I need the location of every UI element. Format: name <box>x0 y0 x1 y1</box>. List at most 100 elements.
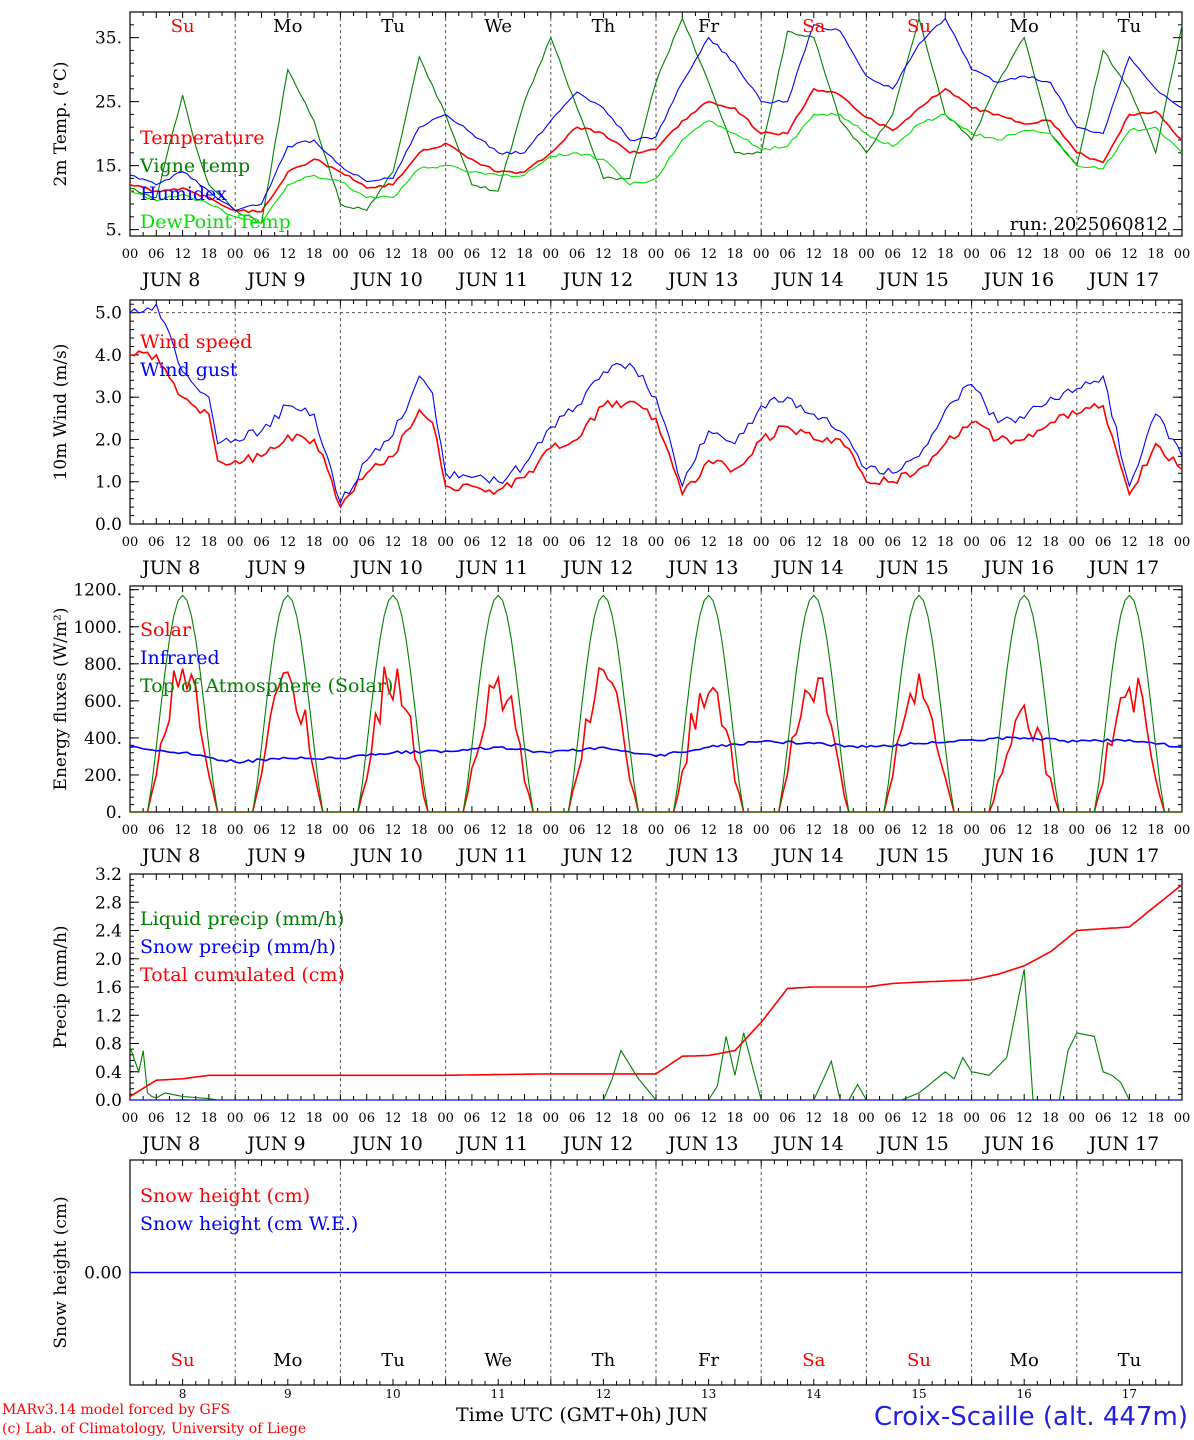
hour-label: 00 <box>963 535 980 550</box>
legend-entry: Snow precip (mm/h) <box>140 936 336 958</box>
hour-label: 00 <box>1174 535 1191 550</box>
hour-label: 00 <box>227 535 244 550</box>
hour-label: 06 <box>779 535 796 550</box>
legend-entry: Infrared <box>140 647 220 669</box>
day-number-label: 9 <box>284 1387 292 1401</box>
hour-label: 06 <box>569 1111 586 1126</box>
hour-label: 12 <box>280 535 297 550</box>
weekday-label: Tu <box>381 16 405 37</box>
hour-label: 18 <box>937 247 954 262</box>
date-label: JUN 12 <box>561 269 633 291</box>
hour-label: 18 <box>1042 823 1059 838</box>
y-tick-label: 1.2 <box>95 1006 122 1026</box>
date-label: JUN 8 <box>140 845 200 867</box>
date-label: JUN 9 <box>245 1133 305 1155</box>
weekday-label: Su <box>907 1350 931 1371</box>
hour-label: 00 <box>122 535 139 550</box>
hour-label: 18 <box>621 1111 638 1126</box>
hour-label: 06 <box>464 1111 481 1126</box>
hour-label: 18 <box>411 823 428 838</box>
panel-energy: 0. 200. 400. 600. 800. 1000. 1200.Energy fluxe… <box>51 581 1190 867</box>
y-tick-label: 0. <box>106 803 122 823</box>
legend-entry: Snow height (cm) <box>140 1185 310 1207</box>
weekday-label: Fr <box>698 1350 719 1371</box>
hour-label: 18 <box>306 823 323 838</box>
hour-label: 06 <box>148 1111 165 1126</box>
date-label: JUN 16 <box>982 557 1054 579</box>
date-label: JUN 14 <box>771 1133 843 1155</box>
hour-label: 12 <box>1016 535 1033 550</box>
hour-label: 06 <box>253 535 270 550</box>
day-number-label: 15 <box>911 1387 926 1401</box>
legend-entry: Vigne temp <box>139 155 250 177</box>
hour-label: 00 <box>543 247 560 262</box>
hour-label: 18 <box>201 247 218 262</box>
y-axis-label: Energy fluxes (W/m²) <box>51 608 71 791</box>
hour-label: 18 <box>727 247 744 262</box>
hour-label: 12 <box>700 535 717 550</box>
hour-label: 06 <box>674 247 691 262</box>
y-axis-label: Precip (mm/h) <box>51 925 71 1048</box>
hour-label: 12 <box>595 535 612 550</box>
series-line-energy-2 <box>130 594 1182 813</box>
hour-label: 00 <box>437 1111 454 1126</box>
date-label: JUN 12 <box>561 557 633 579</box>
date-label: JUN 15 <box>876 1133 948 1155</box>
run-label: run: 2025060812 <box>1010 214 1168 235</box>
hour-label: 06 <box>253 1111 270 1126</box>
hour-label: 18 <box>1147 247 1164 262</box>
date-label: JUN 13 <box>666 845 738 867</box>
hour-label: 06 <box>358 535 375 550</box>
hour-label: 12 <box>490 535 507 550</box>
hour-label: 12 <box>700 247 717 262</box>
hour-label: 00 <box>753 535 770 550</box>
y-tick-label: 1000. <box>73 618 122 638</box>
hour-label: 00 <box>858 823 875 838</box>
date-label: JUN 9 <box>245 269 305 291</box>
hour-label: 06 <box>464 247 481 262</box>
y-tick-label: 0.4 <box>95 1063 122 1083</box>
hour-label: 18 <box>411 1111 428 1126</box>
weekday-label: Tu <box>1118 1350 1142 1371</box>
hour-label: 06 <box>779 823 796 838</box>
hour-label: 00 <box>1069 535 1086 550</box>
hour-label: 12 <box>595 823 612 838</box>
hour-label: 12 <box>280 247 297 262</box>
hour-label: 12 <box>595 1111 612 1126</box>
date-label: JUN 11 <box>456 1133 528 1155</box>
weekday-label: Mo <box>273 16 302 37</box>
y-tick-label: 600. <box>84 692 122 712</box>
legend-entry: Wind gust <box>140 359 238 381</box>
hour-label: 12 <box>1016 823 1033 838</box>
weekday-label: Mo <box>1010 1350 1039 1371</box>
date-label: JUN 17 <box>1087 845 1159 867</box>
hour-label: 12 <box>806 823 823 838</box>
hour-label: 12 <box>385 247 402 262</box>
date-label: JUN 8 <box>140 557 200 579</box>
weekday-label: Th <box>592 1350 616 1371</box>
y-tick-label: 1.0 <box>95 473 122 493</box>
hour-label: 06 <box>990 823 1007 838</box>
hour-label: 00 <box>963 1111 980 1126</box>
series-line-wind-1 <box>129 303 1183 505</box>
weekday-label: We <box>484 16 512 37</box>
hour-label: 18 <box>306 1111 323 1126</box>
legend-entry: Top of Atmosphere (Solar) <box>140 675 393 697</box>
date-label: JUN 16 <box>982 269 1054 291</box>
day-number-label: 8 <box>179 1387 187 1401</box>
date-label: JUN 16 <box>982 845 1054 867</box>
hour-label: 12 <box>280 1111 297 1126</box>
hour-label: 00 <box>963 823 980 838</box>
hour-label: 00 <box>753 823 770 838</box>
hour-label: 06 <box>569 823 586 838</box>
legend-entry: Humidex <box>140 183 227 205</box>
hour-label: 06 <box>569 247 586 262</box>
y-tick-label: 800. <box>84 655 122 675</box>
series-line-temp-2 <box>129 17 1183 212</box>
hour-label: 00 <box>1069 823 1086 838</box>
date-label: JUN 13 <box>666 557 738 579</box>
hour-label: 06 <box>253 247 270 262</box>
y-axis-label: 2m Temp. (°C) <box>51 61 71 186</box>
date-label: JUN 17 <box>1087 1133 1159 1155</box>
